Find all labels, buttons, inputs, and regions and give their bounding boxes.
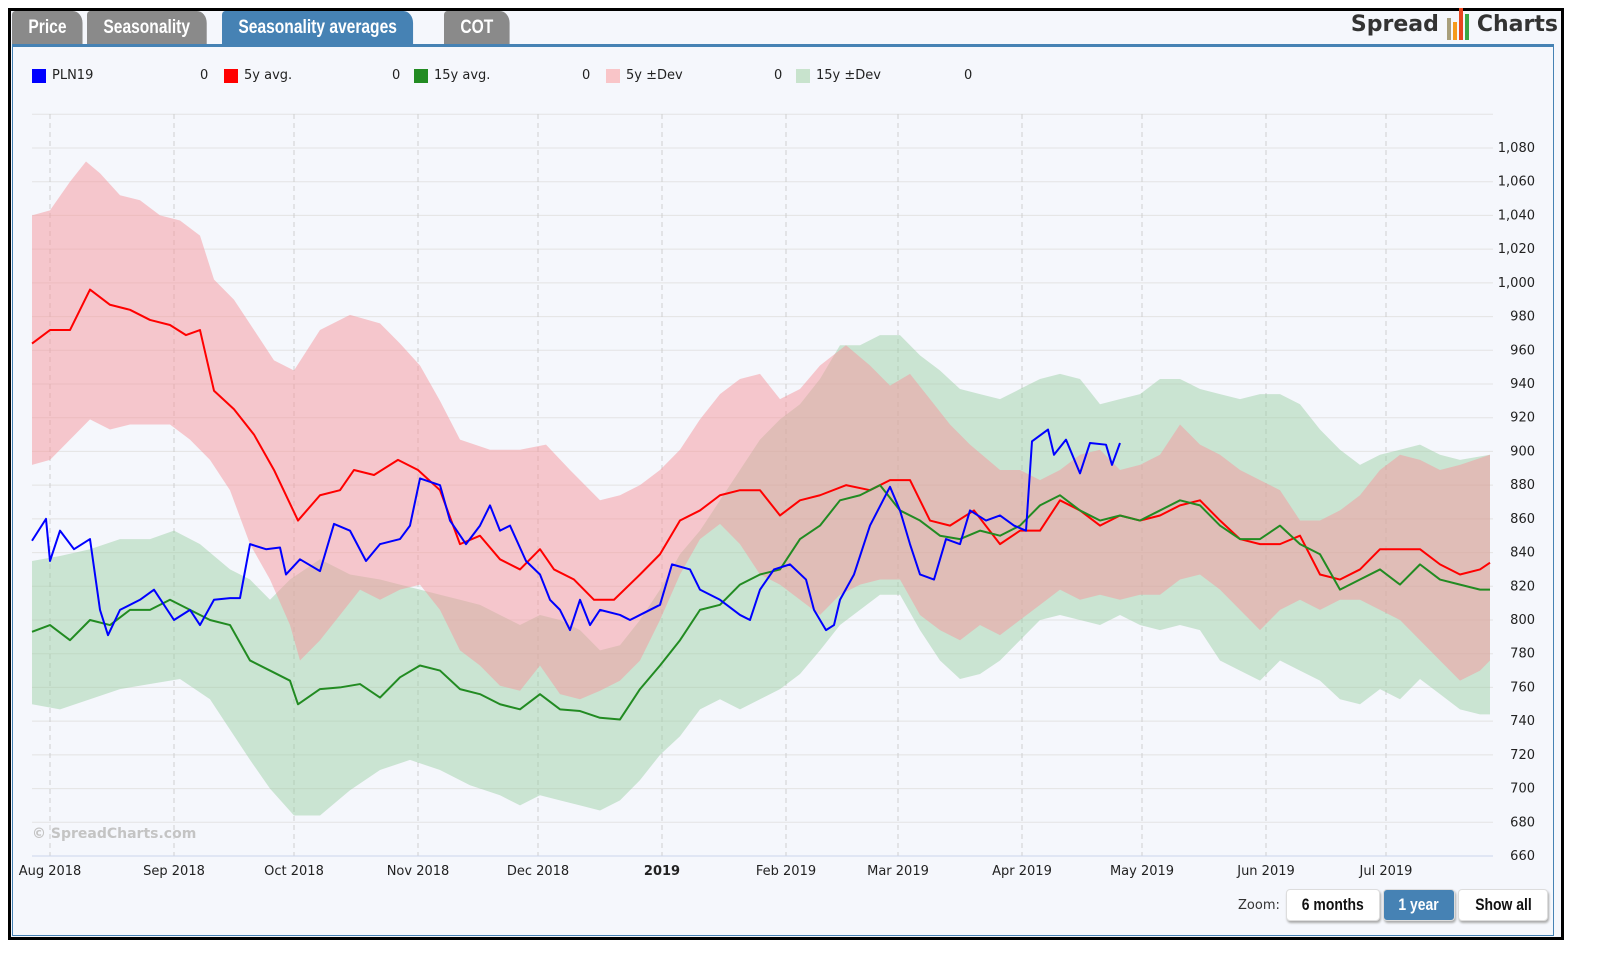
logo-text-left: Spread — [1350, 11, 1439, 37]
legend-label: 5y ±Dev — [626, 68, 683, 83]
zoom-6-months-button[interactable]: 6 months — [1286, 889, 1380, 921]
y-tick-label: 1,080 — [1498, 141, 1535, 156]
y-tick-label: 1,040 — [1498, 208, 1535, 223]
x-tick-label: May 2019 — [1110, 864, 1174, 879]
legend-swatch — [414, 68, 428, 83]
tab-seasonality[interactable]: Seasonality — [87, 11, 207, 45]
y-tick-label: 940 — [1510, 377, 1535, 392]
tab-bar: Price Seasonality Seasonality averages C… — [12, 11, 511, 45]
legend-value: 0 — [582, 68, 591, 83]
x-tick-label: Jul 2019 — [1359, 864, 1413, 879]
y-tick-label: 920 — [1510, 411, 1535, 426]
tab-seasonality-averages[interactable]: Seasonality averages — [222, 11, 414, 45]
y-tick-label: 1,020 — [1498, 242, 1535, 257]
band-15y-dev — [32, 335, 1490, 816]
legend-value: 0 — [774, 68, 783, 83]
legend-swatch — [606, 68, 620, 83]
zoom-label: Zoom: — [1238, 898, 1280, 913]
legend-item-15y-avg[interactable]: 15y avg. — [414, 68, 490, 83]
y-tick-label: 660 — [1510, 849, 1535, 864]
x-tick-label: Feb 2019 — [756, 864, 816, 879]
y-tick-label: 740 — [1510, 714, 1535, 729]
y-tick-label: 680 — [1510, 815, 1535, 830]
x-tick-label: Apr 2019 — [992, 864, 1052, 879]
legend-swatch — [224, 68, 238, 83]
y-tick-label: 960 — [1510, 343, 1535, 358]
zoom-show-all-button[interactable]: Show all — [1458, 889, 1548, 921]
legend-swatch — [796, 68, 810, 83]
legend-value: 0 — [200, 68, 209, 83]
x-tick-label: Oct 2018 — [264, 864, 324, 879]
y-tick-label: 780 — [1510, 647, 1535, 662]
logo-text-right: Charts — [1476, 11, 1558, 37]
legend-label: 15y avg. — [434, 68, 491, 83]
legend-label: 5y avg. — [244, 68, 293, 83]
y-tick-label: 720 — [1510, 748, 1535, 763]
spreadcharts-logo: Spread Charts — [1351, 8, 1558, 40]
legend-item-5y-dev[interactable]: 5y ±Dev — [606, 68, 683, 83]
y-tick-label: 760 — [1510, 680, 1535, 695]
legend-label: 15y ±Dev — [816, 68, 881, 83]
series-15y-avg — [31, 484, 1490, 721]
y-tick-label: 1,060 — [1498, 175, 1535, 190]
x-tick-label: Sep 2018 — [143, 864, 205, 879]
tab-underline — [12, 44, 1554, 47]
x-tick-label: 2019 — [644, 864, 680, 879]
y-tick-label: 880 — [1510, 478, 1535, 493]
watermark: © SpreadCharts.com — [32, 826, 196, 842]
series-pln19 — [31, 428, 1121, 637]
band-5y-dev — [32, 161, 1490, 700]
logo-bars-icon — [1446, 8, 1469, 40]
series-5y-avg — [31, 288, 1491, 601]
y-tick-label: 860 — [1510, 512, 1535, 527]
legend-value: 0 — [392, 68, 401, 83]
y-tick-label: 900 — [1510, 444, 1535, 459]
y-tick-label: 980 — [1510, 310, 1535, 325]
x-tick-label: Dec 2018 — [507, 864, 569, 879]
zoom-button-label: 6 months — [1302, 895, 1364, 914]
y-tick-label: 800 — [1510, 613, 1535, 628]
tab-cot[interactable]: COT — [444, 11, 511, 45]
y-tick-label: 840 — [1510, 546, 1535, 561]
legend-value: 0 — [964, 68, 973, 83]
x-tick-label: Nov 2018 — [387, 864, 450, 879]
zoom-button-label: Show all — [1474, 895, 1532, 914]
legend-swatch — [32, 68, 46, 83]
zoom-1-year-button[interactable]: 1 year — [1383, 889, 1455, 921]
tab-price[interactable]: Price — [12, 11, 83, 45]
zoom-button-label: 1 year — [1398, 895, 1440, 914]
legend-item-pln19[interactable]: PLN19 — [32, 68, 93, 83]
y-tick-label: 820 — [1510, 579, 1535, 594]
x-tick-label: Aug 2018 — [19, 864, 82, 879]
legend-item-5y-avg[interactable]: 5y avg. — [224, 68, 292, 83]
x-tick-label: Mar 2019 — [867, 864, 929, 879]
x-tick-label: Jun 2019 — [1236, 864, 1295, 879]
y-tick-label: 1,000 — [1498, 276, 1535, 291]
legend-label: PLN19 — [52, 68, 94, 83]
legend-item-15y-dev[interactable]: 15y ±Dev — [796, 68, 881, 83]
y-tick-label: 700 — [1510, 782, 1535, 797]
